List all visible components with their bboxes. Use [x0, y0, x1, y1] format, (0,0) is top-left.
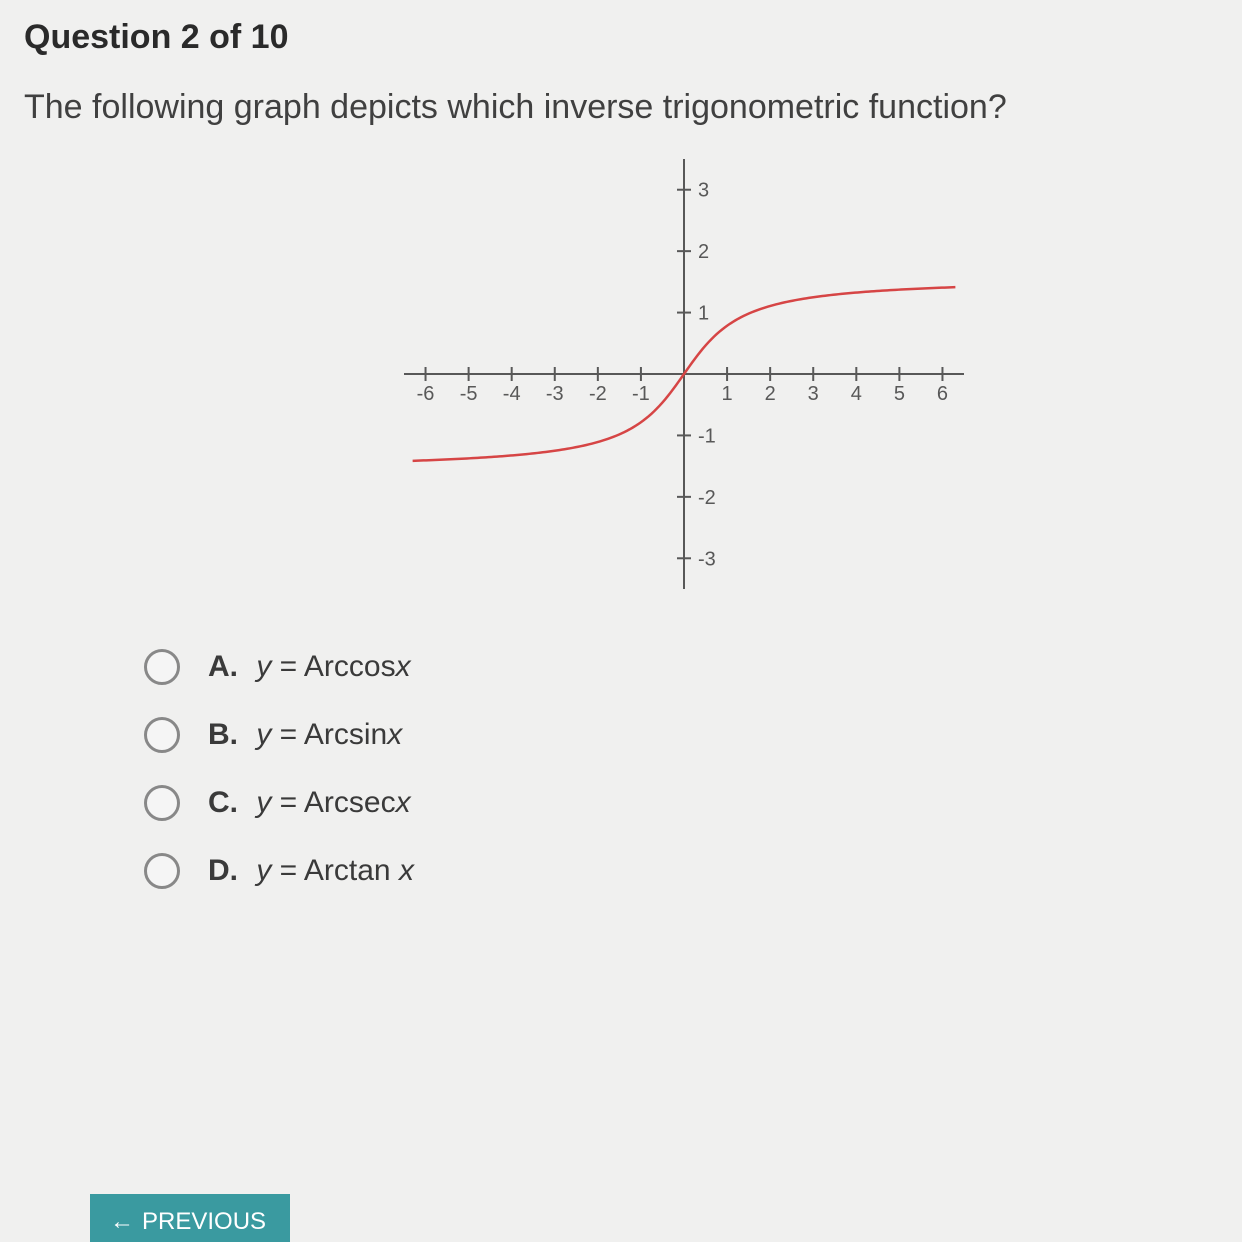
option-fn: Arctan [304, 854, 399, 887]
radio-button[interactable] [144, 785, 180, 821]
option-var: y [256, 718, 271, 751]
option-d[interactable]: D. y = Arctan x [144, 853, 1218, 889]
svg-text:-2: -2 [589, 383, 607, 405]
previous-button[interactable]: ← PREVIOUS [90, 1194, 290, 1242]
question-text: The following graph depicts which invers… [24, 85, 1218, 129]
option-letter: B. [208, 718, 238, 751]
option-arg: x [387, 718, 402, 751]
svg-text:-3: -3 [698, 548, 716, 570]
option-a[interactable]: A. y = Arccosx [144, 649, 1218, 685]
option-arg: x [396, 650, 411, 683]
svg-text:5: 5 [894, 383, 905, 405]
radio-button[interactable] [144, 649, 180, 685]
option-arg: x [399, 854, 414, 887]
quiz-page: Question 2 of 10 The following graph dep… [0, 0, 1242, 1242]
option-fn: Arccos [304, 650, 396, 683]
svg-text:4: 4 [851, 383, 862, 405]
option-label: A. y = Arccosx [208, 650, 411, 684]
previous-button-label: PREVIOUS [142, 1208, 266, 1236]
svg-text:-3: -3 [546, 383, 564, 405]
option-fn: Arcsin [304, 718, 387, 751]
option-var: y [256, 854, 271, 887]
option-arg: x [396, 786, 411, 819]
question-number-heading: Question 2 of 10 [24, 18, 1218, 57]
svg-text:-1: -1 [698, 426, 716, 448]
answer-options: A. y = Arccosx B. y = Arcsinx C. y = Arc… [144, 649, 1218, 889]
svg-text:2: 2 [698, 241, 709, 263]
svg-text:-2: -2 [698, 487, 716, 509]
option-letter: D. [208, 854, 238, 887]
option-letter: C. [208, 786, 238, 819]
option-eq: = [271, 786, 304, 819]
svg-text:-1: -1 [632, 383, 650, 405]
graph-svg: -6 -5 -4 -3 -2 -1 1 2 3 4 5 6 -3 -2 -1 1 2 3 [404, 159, 964, 589]
svg-text:6: 6 [937, 383, 948, 405]
option-letter: A. [208, 650, 238, 683]
svg-text:-4: -4 [503, 383, 521, 405]
svg-text:1: 1 [698, 303, 709, 325]
option-eq: = [271, 854, 304, 887]
svg-text:1: 1 [722, 383, 733, 405]
svg-text:2: 2 [765, 383, 776, 405]
svg-text:3: 3 [698, 180, 709, 202]
option-eq: = [271, 650, 304, 683]
radio-button[interactable] [144, 853, 180, 889]
arrow-left-icon: ← [110, 1208, 134, 1236]
option-var: y [256, 786, 271, 819]
svg-text:-5: -5 [460, 383, 478, 405]
option-label: C. y = Arcsecx [208, 786, 411, 820]
option-var: y [256, 650, 271, 683]
option-label: D. y = Arctan x [208, 854, 414, 888]
option-c[interactable]: C. y = Arcsecx [144, 785, 1218, 821]
option-fn: Arcsec [304, 786, 396, 819]
radio-button[interactable] [144, 717, 180, 753]
function-graph: -6 -5 -4 -3 -2 -1 1 2 3 4 5 6 -3 -2 -1 1 2 3 [404, 159, 964, 589]
option-eq: = [271, 718, 304, 751]
option-label: B. y = Arcsinx [208, 718, 402, 752]
option-b[interactable]: B. y = Arcsinx [144, 717, 1218, 753]
svg-text:3: 3 [808, 383, 819, 405]
svg-text:-6: -6 [417, 383, 435, 405]
